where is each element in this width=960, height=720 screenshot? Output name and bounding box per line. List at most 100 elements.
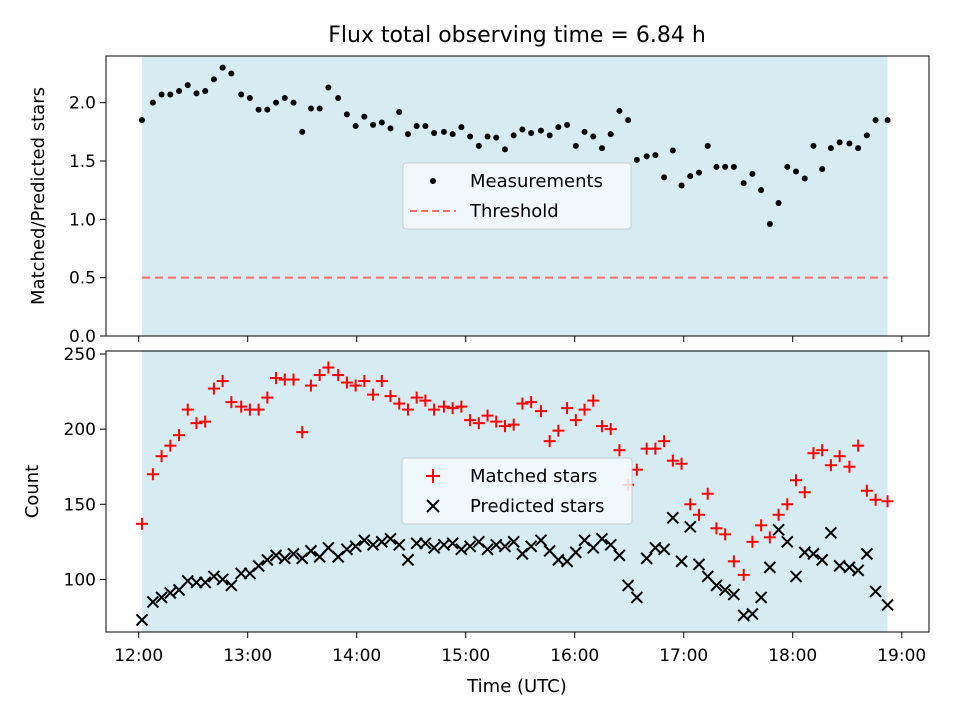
matched-star-point bbox=[881, 495, 894, 508]
matched-star-point bbox=[630, 463, 643, 476]
matched-star-point bbox=[207, 382, 220, 395]
legend-threshold-label: Threshold bbox=[469, 201, 559, 222]
measurement-point bbox=[307, 105, 314, 112]
measurement-point bbox=[378, 119, 385, 126]
matched-star-point bbox=[534, 405, 547, 418]
predicted-star-point bbox=[225, 579, 238, 592]
measurement-point bbox=[722, 163, 729, 170]
measurement-point bbox=[264, 106, 271, 113]
legend-predicted-marker bbox=[426, 499, 440, 513]
y-tick-label: 250 bbox=[64, 345, 96, 365]
legend-measurements-marker bbox=[430, 178, 436, 184]
measurement-point bbox=[590, 133, 597, 140]
predicted-star-point bbox=[595, 532, 609, 546]
measurement-point bbox=[758, 187, 765, 194]
measurement-point bbox=[325, 84, 332, 91]
matched-star-point bbox=[135, 517, 148, 530]
measurement-point bbox=[766, 221, 773, 227]
measurement-point bbox=[255, 106, 262, 113]
x-tick-label: 16:00 bbox=[550, 646, 599, 666]
measurement-point bbox=[652, 152, 659, 159]
measurement-point bbox=[176, 88, 183, 94]
measurement-point bbox=[246, 95, 253, 101]
matched-star-point bbox=[649, 442, 662, 455]
measurement-point bbox=[581, 128, 588, 135]
predicted-star-point bbox=[640, 552, 653, 565]
measurement-point bbox=[730, 163, 737, 170]
matched-star-point bbox=[807, 447, 820, 460]
matched-star-point bbox=[464, 414, 477, 427]
predicted-star-point bbox=[498, 540, 512, 553]
matched-star-point bbox=[340, 376, 353, 389]
matched-star-point bbox=[481, 409, 494, 422]
predicted-star-point bbox=[869, 585, 882, 598]
predicted-star-point bbox=[155, 591, 168, 604]
predicted-star-point bbox=[340, 543, 354, 556]
matched-star-point bbox=[367, 388, 380, 401]
measurement-point bbox=[819, 166, 826, 173]
measurement-point bbox=[661, 174, 668, 181]
matched-star-point bbox=[296, 426, 309, 439]
predicted-star-point bbox=[135, 613, 149, 627]
predicted-star-point bbox=[358, 534, 371, 547]
predicted-star-point bbox=[322, 541, 335, 555]
matched-star-point bbox=[737, 568, 750, 581]
measurement-point bbox=[555, 124, 562, 131]
predicted-star-point bbox=[675, 555, 688, 568]
predicted-star-point bbox=[455, 543, 468, 556]
predicted-star-point bbox=[781, 535, 794, 549]
matched-star-point bbox=[498, 420, 511, 433]
x-axis-ticks: 12:00 13:00 14:00 15:00 16:00 17:00 18:00 19:00 bbox=[114, 632, 926, 666]
measurement-point bbox=[281, 95, 288, 101]
predicted-star-point bbox=[613, 549, 626, 562]
x-tick-label: 15:00 bbox=[441, 646, 490, 666]
predicted-star-point bbox=[269, 549, 283, 562]
matched-star-point bbox=[401, 403, 414, 416]
predicted-star-point bbox=[375, 535, 388, 549]
matched-star-point bbox=[261, 391, 274, 404]
measurement-point bbox=[440, 128, 447, 135]
measurement-point bbox=[669, 147, 676, 154]
y-tick-label: 1.5 bbox=[69, 152, 96, 172]
measurement-point bbox=[643, 153, 650, 160]
measurement-point bbox=[633, 156, 640, 163]
measurement-point bbox=[846, 140, 853, 147]
predicted-star-point bbox=[684, 520, 697, 534]
matched-star-point bbox=[437, 400, 450, 413]
matched-star-point bbox=[190, 417, 203, 430]
plot-frame bbox=[105, 350, 930, 633]
measurement-point bbox=[564, 121, 571, 128]
predicted-star-point bbox=[692, 558, 706, 571]
matched-star-point bbox=[304, 379, 317, 392]
predicted-star-point bbox=[657, 543, 671, 556]
predicted-star-point bbox=[833, 559, 846, 573]
predicted-star-point bbox=[427, 541, 441, 555]
measurement-point bbox=[872, 117, 879, 124]
predicted-star-point bbox=[843, 561, 856, 574]
measurement-point bbox=[519, 126, 526, 133]
matched-star-point bbox=[455, 400, 468, 413]
measurement-point bbox=[210, 76, 217, 83]
measurement-point bbox=[501, 146, 508, 153]
matched-star-point bbox=[446, 402, 459, 415]
matched-star-point bbox=[852, 439, 865, 452]
measurement-point bbox=[387, 125, 394, 132]
matched-star-point bbox=[313, 369, 326, 382]
measurement-point bbox=[784, 163, 791, 170]
predicted-star-point bbox=[278, 552, 291, 565]
predicted-star-point bbox=[446, 537, 459, 550]
measurement-point bbox=[228, 70, 235, 77]
measurement-point bbox=[138, 117, 145, 124]
measurement-point bbox=[598, 145, 605, 152]
matched-star-point bbox=[816, 444, 829, 457]
predicted-star-point bbox=[824, 526, 838, 540]
count-panel: 100 150 200 250 12:00 13:00 14:00 15:00 16:00 17… bbox=[22, 345, 930, 666]
predicted-star-point bbox=[754, 591, 768, 604]
measurement-point bbox=[467, 133, 474, 140]
matched-star-point bbox=[772, 508, 785, 521]
measurement-point bbox=[449, 131, 456, 138]
measurement-point bbox=[827, 145, 834, 152]
matched-star-point bbox=[181, 403, 194, 416]
predicted-star-point bbox=[164, 586, 177, 600]
